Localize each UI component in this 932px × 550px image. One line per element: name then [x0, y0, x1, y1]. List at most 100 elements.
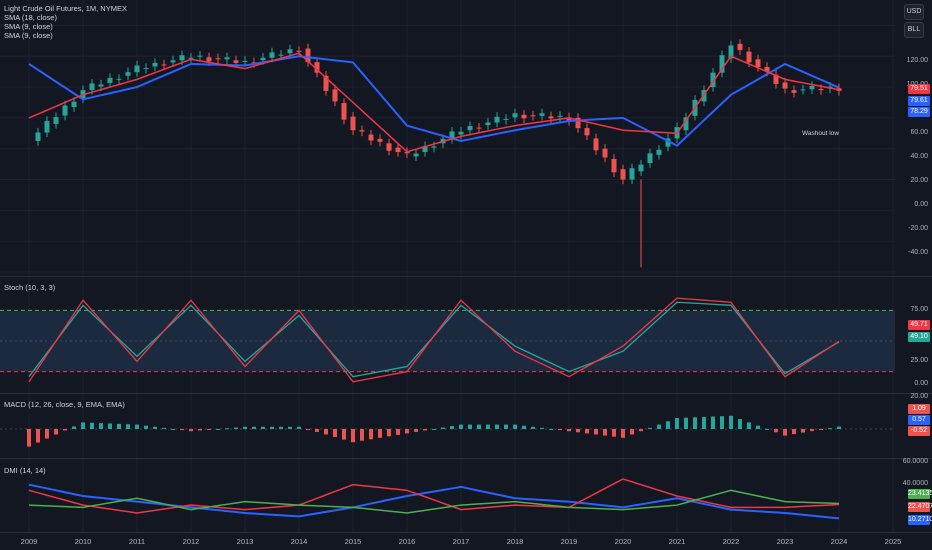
year-tick: 2009	[20, 537, 38, 546]
macd-histogram-bar	[819, 429, 823, 430]
candle-body	[611, 158, 617, 173]
candle-body	[539, 113, 545, 116]
symbol-legend[interactable]: Light Crude Oil Futures, 1M, NYMEX SMA (…	[4, 4, 127, 40]
dmi-legend[interactable]: DMI (14, 14)	[4, 466, 46, 475]
dmi-minus-tag: 10.2710	[908, 515, 932, 525]
macd-histogram-bar	[576, 429, 580, 433]
candle-body	[521, 114, 527, 119]
macd-histogram-bar	[297, 426, 301, 429]
candle-body	[746, 51, 752, 63]
macd-histogram-bar	[369, 429, 373, 440]
macd-histogram-bar	[513, 424, 517, 429]
candle-body	[215, 58, 221, 60]
candle-body	[458, 131, 464, 135]
macd-histogram-bar	[657, 424, 661, 429]
unit-button[interactable]: BLL	[904, 22, 924, 38]
macd-histogram-bar	[45, 429, 49, 439]
stoch-k-tag: 49.71	[908, 320, 930, 330]
macd-histogram-bar	[747, 422, 751, 429]
year-tick: 2018	[506, 537, 524, 546]
macd-histogram-bar	[684, 417, 688, 429]
macd-histogram-bar	[459, 424, 463, 429]
sma18-price-tag: 79.61	[908, 96, 930, 106]
washout-annotation: Washout low	[802, 130, 839, 137]
sma-18-legend[interactable]: SMA (18, close)	[4, 13, 57, 22]
year-tick: 2025	[884, 537, 902, 546]
candle-body	[665, 138, 671, 147]
candle-body	[728, 45, 734, 59]
candle-body	[305, 48, 311, 63]
pane-separator[interactable]	[0, 393, 932, 394]
macd-histogram-bar	[558, 429, 562, 431]
year-tick: 2016	[398, 537, 416, 546]
pane-separator[interactable]	[0, 276, 932, 277]
price-tick: -20.00	[908, 225, 928, 232]
macd-histogram-bar	[414, 429, 418, 432]
macd-histogram-bar	[450, 426, 454, 429]
candle-body	[233, 60, 239, 63]
candle-body	[773, 74, 779, 84]
candle-body	[584, 128, 590, 136]
stoch-legend[interactable]: Stoch (10, 3, 3)	[4, 283, 56, 292]
macd-histogram-bar	[756, 425, 760, 429]
macd-histogram-bar	[639, 429, 643, 432]
macd-histogram-bar	[666, 421, 670, 429]
currency-button[interactable]: USD	[904, 4, 924, 20]
macd-histogram-bar	[270, 426, 274, 429]
macd-histogram-bar	[171, 429, 175, 430]
macd-histogram-bar	[189, 429, 193, 432]
candle-body	[476, 127, 482, 129]
candle-body	[737, 43, 743, 51]
macd-histogram-bar	[612, 429, 616, 437]
macd-histogram-bar	[486, 424, 490, 429]
candle-body	[602, 148, 608, 158]
candle-body	[125, 72, 131, 76]
macd-histogram-bar	[315, 429, 319, 432]
candle-body	[323, 75, 329, 91]
candle-body	[89, 83, 95, 91]
macd-histogram-bar	[621, 429, 625, 438]
candle-body	[296, 50, 302, 52]
dmi-plus-line	[28, 489, 840, 514]
candle-body	[332, 89, 338, 102]
macd-histogram-bar	[495, 424, 499, 429]
year-tick: 2023	[776, 537, 794, 546]
sma-9-legend-b[interactable]: SMA (9, close)	[4, 31, 53, 40]
candle-body	[206, 57, 212, 62]
candle-body	[386, 143, 392, 151]
stoch-tick: 25.00	[910, 357, 928, 364]
macd-histogram-bar	[828, 428, 832, 430]
macd-hist-tag: 1.09	[908, 404, 930, 414]
candle-body	[161, 64, 167, 66]
macd-histogram-bar	[306, 429, 310, 430]
candle-body	[782, 82, 788, 89]
candle-body	[530, 115, 536, 117]
candle-body	[224, 57, 230, 60]
time-axis-separator	[0, 532, 932, 533]
macd-histogram-bar	[441, 427, 445, 429]
macd-histogram-bar	[351, 429, 355, 443]
macd-histogram-bar	[162, 427, 166, 429]
macd-histogram-bar	[837, 426, 841, 429]
candle-body	[818, 88, 824, 91]
macd-legend[interactable]: MACD (12, 26, close, 9, EMA, EMA)	[4, 400, 125, 409]
candle-body	[431, 146, 437, 148]
candle-body	[314, 62, 320, 73]
candle-body	[656, 149, 662, 155]
macd-histogram-bar	[63, 429, 67, 431]
macd-histogram-bar	[693, 417, 697, 429]
macd-histogram-bar	[387, 429, 391, 437]
price-tick: 60.00	[910, 129, 928, 136]
dmi-tick: 60.0000	[902, 458, 928, 465]
candle-body	[647, 153, 653, 164]
year-tick: 2022	[722, 537, 740, 546]
macd-histogram-bar	[774, 429, 778, 433]
sma-9-legend-a[interactable]: SMA (9, close)	[4, 22, 53, 31]
candle-body	[503, 118, 509, 120]
pane-separator[interactable]	[0, 458, 932, 459]
candle-body	[359, 130, 365, 132]
candle-body	[377, 138, 383, 142]
macd-histogram-bar	[765, 429, 769, 430]
